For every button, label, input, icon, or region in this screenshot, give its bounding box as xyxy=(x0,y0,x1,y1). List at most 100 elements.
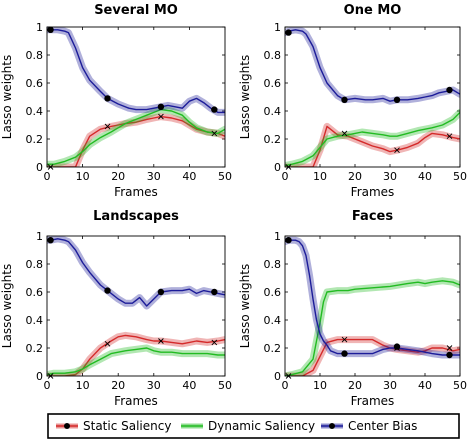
y-tick-label: 0 xyxy=(274,161,281,174)
static-saliency-marker xyxy=(104,340,111,347)
x-axis-label: Frames xyxy=(114,394,158,408)
chart-legend: Static Saliency Dynamic Saliency Center Bi… xyxy=(47,413,460,439)
series-line xyxy=(285,125,460,167)
center-bias-marker xyxy=(211,288,218,296)
y-tick-label: 0.4 xyxy=(26,314,44,327)
x-tick-label: 30 xyxy=(147,379,161,392)
series-line xyxy=(285,239,460,356)
y-tick-label: 0.4 xyxy=(26,105,44,118)
x-tick-label: 50 xyxy=(453,170,467,183)
y-tick-label: 1 xyxy=(274,230,281,243)
static-saliency-marker xyxy=(394,147,400,154)
chart-panel: Faces 0 10 20 30 40 50 0 0.2 0.4 0.6 0.8 1 Frames Lass… xyxy=(238,209,467,408)
series-line xyxy=(285,280,460,376)
legend-swatch-marker xyxy=(329,423,335,429)
series-band xyxy=(47,344,225,376)
x-tick-label: 40 xyxy=(182,170,196,183)
center-bias-marker xyxy=(446,351,453,359)
center-bias-marker xyxy=(104,95,111,102)
y-tick-label: 0.8 xyxy=(26,258,44,271)
y-tick-label: 1 xyxy=(36,230,43,243)
x-tick-label: 0 xyxy=(282,170,289,183)
series-band xyxy=(285,27,460,105)
y-tick-label: 0.6 xyxy=(26,286,44,299)
static-saliency-marker xyxy=(341,336,348,343)
x-tick-label: 30 xyxy=(147,170,161,183)
legend-label: Center Bias xyxy=(348,419,417,433)
chart-panel: Several MO 0 10 20 30 40 50 0 0.2 0.4 0.6 0.8 1 Frame… xyxy=(0,3,232,199)
legend-swatch-marker xyxy=(64,423,70,429)
center-bias-marker xyxy=(285,237,292,244)
series-line xyxy=(47,115,225,167)
static-saliency-marker xyxy=(211,130,218,137)
center-bias-marker xyxy=(47,237,54,244)
chart-title: Faces xyxy=(352,209,393,224)
y-tick-label: 0.6 xyxy=(264,286,282,299)
y-tick-label: 0.8 xyxy=(264,258,282,271)
plot-frame xyxy=(284,26,461,168)
center-bias-marker xyxy=(211,106,218,113)
x-tick-label: 30 xyxy=(383,170,397,183)
series-line xyxy=(47,29,225,114)
x-axis-label: Frames xyxy=(114,185,158,199)
y-tick-label: 0.8 xyxy=(264,49,282,62)
legend-label: Dynamic Saliency xyxy=(208,419,315,433)
y-axis-label: Lasso weights xyxy=(238,55,252,139)
x-tick-label: 10 xyxy=(313,379,327,392)
x-tick-label: 20 xyxy=(111,170,125,183)
y-tick-label: 0.4 xyxy=(264,105,282,118)
x-tick-label: 0 xyxy=(282,379,289,392)
legend-label: Static Saliency xyxy=(83,419,171,433)
static-saliency-marker xyxy=(446,133,453,140)
y-tick-label: 0.2 xyxy=(26,342,44,355)
static-saliency-marker xyxy=(394,345,400,351)
center-bias-marker xyxy=(393,343,401,350)
series-line xyxy=(47,347,225,376)
y-tick-label: 0 xyxy=(36,161,43,174)
x-tick-label: 30 xyxy=(383,379,397,392)
static-saliency-marker xyxy=(158,113,164,120)
center-bias-marker xyxy=(285,29,292,36)
y-tick-label: 0.2 xyxy=(264,133,282,146)
center-bias-marker xyxy=(341,350,348,357)
x-tick-label: 20 xyxy=(348,170,362,183)
chart-title: Landscapes xyxy=(93,209,179,224)
series-band xyxy=(47,106,225,167)
series-line xyxy=(285,111,460,167)
x-axis-label: Frames xyxy=(351,394,395,408)
center-bias-marker xyxy=(104,287,111,294)
x-tick-label: 40 xyxy=(418,170,432,183)
chart-panel: Landscapes 0 10 20 30 40 50 0 0.2 0.4 0.6 0.8 1 Frame… xyxy=(0,209,232,408)
center-bias-marker xyxy=(157,103,165,111)
chart-panels: Several MO0 10 20 30 40 5000.20.40.60.81Frame… xyxy=(0,3,467,408)
plot-area xyxy=(47,27,225,167)
x-tick-label: 0 xyxy=(44,379,51,392)
y-tick-label: 1 xyxy=(274,21,281,34)
x-tick-label: 10 xyxy=(76,170,90,183)
y-tick-label: 0.6 xyxy=(264,77,282,90)
x-tick-label: 40 xyxy=(182,379,196,392)
y-tick-label: 0 xyxy=(274,370,281,383)
plot-area xyxy=(285,236,460,376)
center-bias-marker xyxy=(341,96,348,104)
legend-box xyxy=(47,413,460,439)
series-line xyxy=(285,29,460,102)
plot-area xyxy=(285,27,460,167)
x-axis-label: Frames xyxy=(351,185,395,199)
x-tick-label: 0 xyxy=(44,170,51,183)
x-tick-label: 40 xyxy=(418,379,432,392)
static-saliency-marker xyxy=(211,339,218,346)
x-tick-label: 10 xyxy=(313,170,327,183)
legend-item: Static Saliency xyxy=(56,419,171,433)
y-axis-label: Lasso weights xyxy=(0,55,14,139)
center-bias-marker xyxy=(393,96,401,104)
chart-panel: One MO 0 10 20 30 40 50 0 0.2 0.4 0.6 0.8 1 Frames Las… xyxy=(238,3,467,199)
legend-item: Center Bias xyxy=(321,419,417,433)
plot-frame xyxy=(46,26,226,168)
series-line xyxy=(285,338,460,376)
y-tick-label: 0 xyxy=(36,370,43,383)
series-band xyxy=(285,108,460,167)
x-tick-label: 50 xyxy=(453,379,467,392)
x-tick-label: 20 xyxy=(348,379,362,392)
